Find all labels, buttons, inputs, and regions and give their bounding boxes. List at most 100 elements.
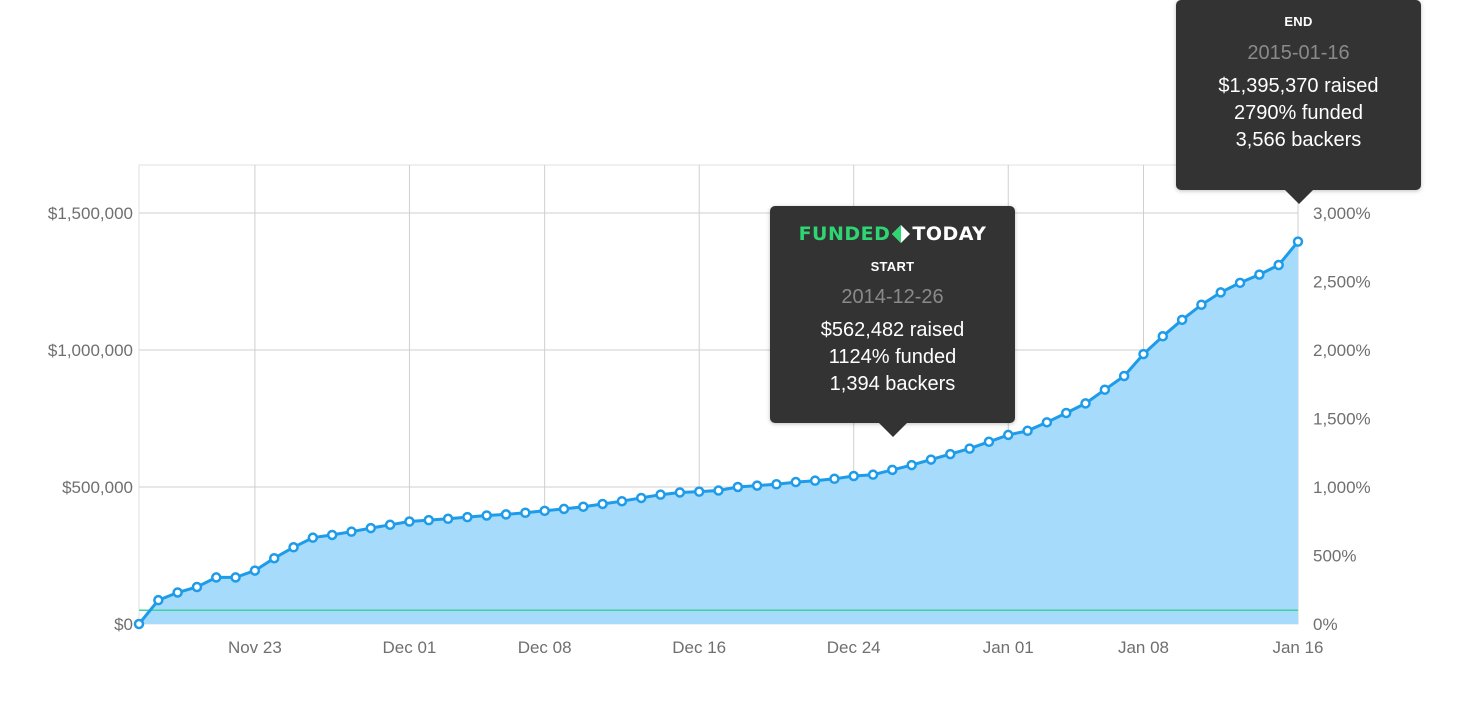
tooltip-arrow: [1284, 190, 1313, 204]
data-point: [133, 618, 145, 630]
data-point: [172, 587, 183, 598]
tooltip-title: END: [1284, 14, 1313, 29]
data-point: [655, 489, 666, 500]
data-point: [1118, 370, 1130, 382]
data-point: [848, 470, 859, 482]
logo-text-funded: FUNDED: [798, 223, 891, 245]
right-tick-label: 3,000%: [1313, 204, 1371, 223]
right-tick-label: 0%: [1313, 615, 1338, 634]
data-point: [230, 572, 241, 583]
x-tick-label: Dec 16: [672, 638, 726, 657]
left-tick-label: $500,000: [62, 478, 133, 497]
data-point: [867, 469, 879, 480]
start-tooltip: FUNDED TODAY START 2014-12-26 $562,482 r…: [770, 206, 1015, 437]
data-point: [1254, 269, 1265, 280]
data-point: [442, 513, 454, 525]
data-point: [829, 473, 840, 485]
data-point: [539, 505, 550, 517]
data-point: [191, 581, 203, 593]
right-tick-label: 1,000%: [1313, 478, 1371, 497]
data-point: [809, 475, 821, 486]
tooltip-raised: $562,482 raised: [820, 319, 965, 341]
right-tick-label: 500%: [1313, 546, 1356, 565]
data-point: [500, 509, 512, 520]
left-axis-ticks: $0 $500,000 $1,000,000 $1,500,000: [48, 204, 133, 634]
data-point: [887, 464, 898, 476]
data-point: [983, 436, 995, 448]
data-point: [268, 552, 280, 564]
x-tick-label: Nov 23: [228, 638, 282, 657]
data-point: [346, 526, 357, 537]
data-point: [906, 459, 917, 471]
logo-text-today: TODAY: [912, 223, 987, 245]
data-point: [1273, 259, 1284, 271]
tooltip-funded: 2790% funded: [1233, 102, 1363, 124]
data-point: [1138, 348, 1149, 360]
data-point: [1041, 417, 1053, 428]
data-point: [249, 565, 261, 576]
data-point: [153, 594, 164, 606]
data-point: [771, 478, 782, 490]
data-point: [635, 492, 647, 504]
tooltip-backers: 3,566 backers: [1235, 129, 1362, 151]
data-point: [1080, 398, 1091, 409]
data-point: [1292, 236, 1304, 247]
data-point: [964, 443, 975, 454]
data-point: [616, 495, 628, 507]
x-tick-label: Dec 08: [518, 638, 572, 657]
data-point: [732, 481, 744, 493]
data-point: [404, 516, 415, 527]
x-tick-label: Jan 08: [1118, 638, 1169, 657]
data-point: [674, 487, 686, 498]
data-point: [1215, 287, 1226, 298]
data-point: [1022, 425, 1033, 437]
right-axis-ticks: 0% 500% 1,000% 1,500% 2,000% 2,500% 3,000%: [1313, 204, 1371, 634]
data-point: [578, 501, 589, 512]
data-point: [1003, 429, 1014, 441]
data-point: [481, 510, 492, 521]
tooltip-arrow: [878, 423, 907, 437]
diamond-icon: [892, 225, 911, 243]
end-tooltip: END 2015-01-16 $1,395,370 raised 2790% f…: [1176, 0, 1421, 204]
data-point: [1176, 314, 1188, 326]
x-tick-label: Dec 01: [382, 638, 436, 657]
x-axis-ticks: Nov 23 Dec 01 Dec 08 Dec 16 Dec 24 Jan 01 Jan …: [228, 638, 1324, 657]
right-tick-label: 2,000%: [1313, 341, 1371, 360]
left-tick-label: $1,500,000: [48, 204, 133, 223]
data-point: [1157, 331, 1169, 342]
data-point: [1099, 384, 1111, 395]
data-point: [597, 498, 608, 510]
data-point: [945, 448, 956, 460]
left-tick-label: $1,000,000: [48, 341, 133, 360]
x-tick-label: Jan 16: [1272, 638, 1323, 657]
left-tick-label: $0: [114, 615, 133, 634]
data-point: [1234, 277, 1246, 289]
data-point: [713, 485, 724, 496]
tooltip-backers: 1,394 backers: [829, 373, 956, 395]
data-point: [751, 480, 763, 491]
data-point: [693, 486, 705, 497]
tooltip-date: 2014-12-26: [841, 286, 944, 308]
data-point: [462, 511, 473, 523]
funded-today-logo: FUNDED TODAY: [770, 223, 1015, 245]
data-point: [520, 507, 531, 518]
data-point: [558, 503, 570, 515]
tooltip-title: START: [870, 259, 915, 274]
tooltip-funded: 1124% funded: [828, 346, 957, 368]
data-point: [211, 572, 222, 583]
tooltip-date: 2015-01-16: [1247, 42, 1350, 64]
data-point: [384, 519, 396, 531]
data-point: [790, 476, 802, 488]
data-point: [307, 532, 319, 543]
data-point: [1060, 407, 1072, 419]
data-points: [133, 236, 1304, 630]
data-point: [1196, 299, 1207, 311]
data-point: [288, 542, 299, 553]
tooltip-raised: $1,395,370 raised: [1218, 75, 1379, 97]
right-tick-label: 2,500%: [1313, 272, 1371, 291]
data-point: [423, 514, 434, 526]
right-tick-label: 1,500%: [1313, 409, 1371, 428]
raised-area: [139, 241, 1298, 624]
x-tick-label: Jan 01: [983, 638, 1034, 657]
